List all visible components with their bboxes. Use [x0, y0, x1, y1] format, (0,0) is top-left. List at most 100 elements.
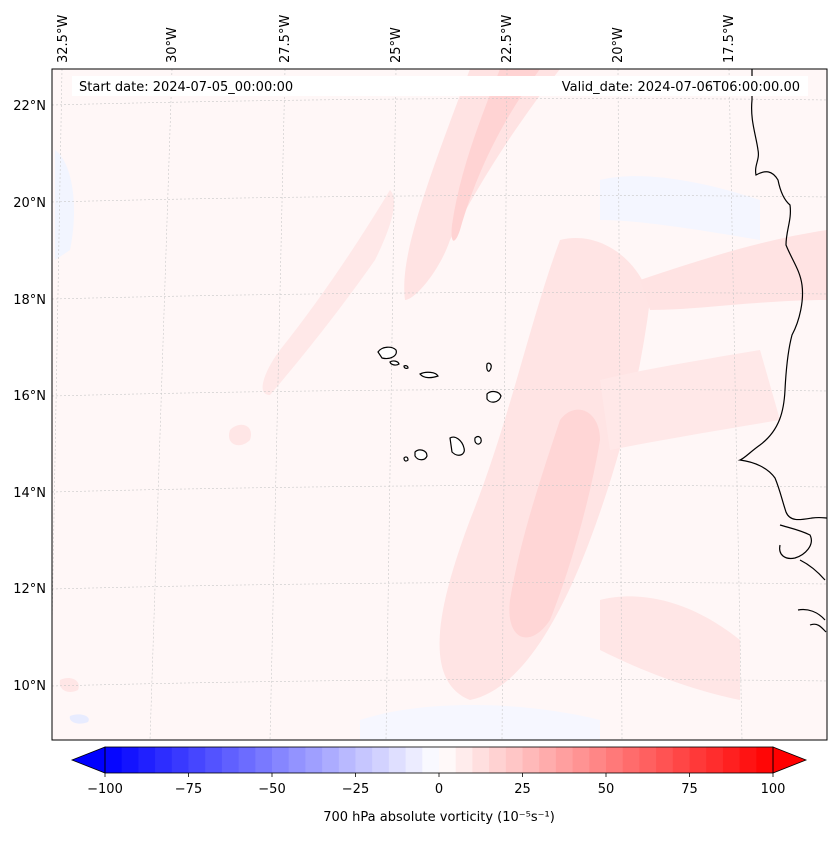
longitude-labels: 32.5°W 30°W 27.5°W 25°W 22.5°W 20°W 17.5…	[56, 15, 737, 63]
colorbar-cell	[706, 747, 724, 773]
lat-label-14n: 14°N	[13, 486, 46, 501]
colorbar-cell	[121, 747, 139, 773]
colorbar-cell	[171, 747, 190, 773]
colorbar-cell	[188, 747, 206, 773]
coastlines	[737, 69, 827, 633]
colorbar-cell	[422, 747, 440, 773]
vorticity-patch-east	[600, 350, 780, 450]
colorbar-cell	[238, 747, 256, 773]
lon-label-25w: 25°W	[389, 27, 404, 63]
vorticity-patch-southeast	[600, 596, 740, 700]
colorbar-cell	[205, 747, 223, 773]
colorbar-tick-label: 50	[598, 782, 615, 797]
colorbar-cell	[489, 747, 507, 773]
colorbar-cell	[322, 747, 340, 773]
colorbar-ticks: −100 −75 −50 −25 0 25 50 75 100	[87, 773, 785, 797]
island-maio	[474, 436, 482, 445]
colorbar-cell	[355, 747, 373, 773]
island-santa-luzia	[403, 365, 409, 369]
island-brava	[403, 456, 409, 462]
lat-label-22n: 22°N	[13, 99, 46, 114]
vorticity-core-south	[509, 409, 600, 638]
island-boa-vista	[486, 390, 502, 403]
island-sao-vicente	[389, 360, 400, 366]
vorticity-blob-3	[69, 714, 89, 724]
vorticity-blob-2	[59, 678, 79, 692]
colorbar-tick-label: 75	[681, 782, 698, 797]
colorbar-cell	[455, 747, 473, 773]
parallel-12n	[52, 582, 827, 590]
colorbar-tick-label: −100	[87, 782, 123, 797]
vorticity-field	[55, 69, 827, 740]
colorbar-cell	[622, 747, 640, 773]
colorbar-tick-label: 0	[435, 782, 443, 797]
colorbar-tick-label: −75	[175, 782, 202, 797]
colorbar-cell	[255, 747, 273, 773]
graticule	[52, 69, 827, 740]
vorticity-negative-strip-south	[360, 705, 600, 740]
vorticity-negative-patch-west	[55, 150, 75, 260]
colorbar-extend-max	[772, 746, 808, 774]
lon-label-27-5w: 27.5°W	[278, 15, 293, 63]
coastline-guinea-bissau	[799, 559, 826, 581]
parallel-18n	[52, 292, 827, 300]
vorticity-band-west	[262, 190, 395, 395]
colorbar-cell	[388, 747, 407, 773]
colorbar-label: 700 hPa absolute vorticity (10⁻⁵s⁻¹)	[323, 810, 555, 825]
valid-date-label: Valid_date: 2024-07-06T06:00:00.00	[562, 80, 800, 95]
colorbar-extend-min	[70, 746, 106, 774]
parallel-20n	[52, 195, 827, 203]
lon-label-30w: 30°W	[165, 27, 180, 63]
parallel-14n	[52, 485, 827, 493]
colorbar-cell	[639, 747, 657, 773]
colorbar-cell	[138, 747, 156, 773]
lat-label-18n: 18°N	[13, 293, 46, 308]
colorbar-cell	[305, 747, 323, 773]
colorbar-cell	[221, 747, 240, 773]
colorbar-cell	[722, 747, 741, 773]
map-frame	[51, 68, 828, 741]
colorbar-tick-label: −25	[342, 782, 369, 797]
parallel-22n	[52, 98, 827, 106]
island-santiago	[449, 436, 465, 456]
vorticity-blob-1	[229, 424, 251, 446]
colorbar-cell	[155, 747, 173, 773]
vorticity-band-east	[640, 230, 827, 310]
valid-date-box	[320, 76, 808, 96]
colorbar-cell	[272, 747, 290, 773]
colorbar-cell	[405, 747, 423, 773]
colorbar-tick-label: 100	[761, 782, 786, 797]
colorbar-cell	[539, 747, 557, 773]
island-sal	[486, 362, 492, 372]
vorticity-core-north	[451, 69, 540, 241]
colorbar-cell	[472, 747, 490, 773]
vorticity-band-north	[404, 69, 560, 300]
island-santo-antao	[377, 346, 397, 360]
lon-label-32-5w: 32.5°W	[56, 15, 71, 63]
cape-verde-islands	[377, 346, 502, 462]
lat-label-12n: 12°N	[13, 582, 46, 597]
colorbar-cell	[739, 747, 757, 773]
map-panel: Start date: 2024-07-05_00:00:00 Valid_da…	[52, 69, 827, 740]
island-sao-nicolau	[419, 371, 439, 379]
colorbar-cell	[572, 747, 590, 773]
lat-label-10n: 10°N	[13, 679, 46, 694]
colorbar-cell	[372, 747, 390, 773]
colorbar-tick-label: −50	[258, 782, 285, 797]
coastline-west-africa	[737, 69, 827, 521]
start-date-label: Start date: 2024-07-05_00:00:00	[79, 80, 293, 95]
parallel-10n	[52, 679, 827, 687]
colorbar-cell	[522, 747, 540, 773]
colorbar-cell	[756, 747, 774, 773]
parallel-16n	[52, 389, 827, 397]
colorbar-cell	[288, 747, 306, 773]
colorbar-cell	[338, 747, 357, 773]
colorbar-cell	[689, 747, 707, 773]
island-fogo	[414, 449, 428, 461]
start-date-box	[72, 76, 322, 96]
colorbar-cell	[105, 747, 123, 773]
coastline-bijagos	[797, 608, 826, 621]
colorbar-cells	[105, 747, 774, 773]
lat-label-16n: 16°N	[13, 389, 46, 404]
